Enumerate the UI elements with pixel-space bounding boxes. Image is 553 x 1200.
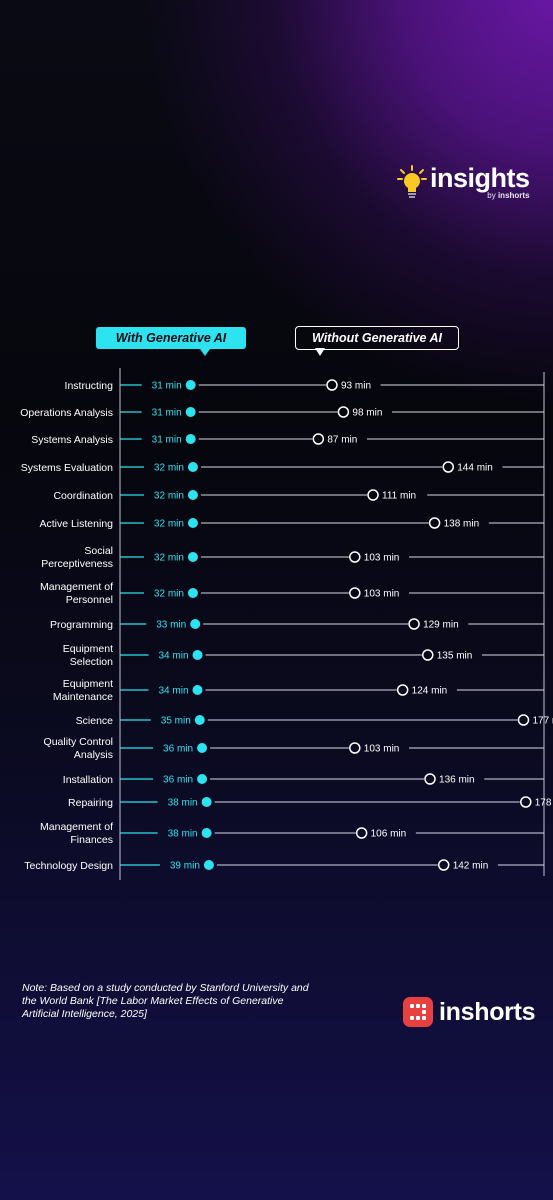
with-ai-value: 39 min [170,861,200,872]
with-ai-dot [192,650,203,660]
insights-wordmark: insights [430,163,530,193]
with-ai-dot [197,743,208,753]
with-ai-dot [185,407,196,417]
without-ai-value: 135 min [437,651,473,662]
with-ai-dot [190,619,201,629]
with-ai-dot [185,380,196,390]
inshorts-wordmark: inshorts [439,997,536,1026]
without-ai-dot [424,773,436,785]
without-ai-dot [442,461,455,473]
with-ai-value: 32 min [154,519,184,530]
category-label: Social Perceptiveness [41,545,113,570]
source-note: Note: Based on a study conducted by Stan… [22,982,309,1020]
with-ai-value: 36 min [163,775,193,786]
without-ai-dot [437,859,450,871]
with-ai-dot [187,462,198,472]
without-ai-dot [421,649,434,661]
chart: Instructing 31 min 93 min Operations Analys… [20,348,553,880]
category-label: Coordination [53,490,113,502]
with-ai-dot [187,518,198,528]
without-ai-dot [428,517,441,529]
without-ai-dot [312,433,325,445]
without-ai-value: 106 min [371,829,407,840]
category-label: Technology Design [24,860,113,872]
with-ai-dot [201,797,212,807]
lightbulb-icon [396,164,428,200]
without-ai-value: 177 min [532,716,553,727]
with-ai-value: 31 min [152,435,182,446]
without-ai-value: 178 min [535,798,553,809]
category-label: Programming [50,619,113,631]
with-ai-dot [203,860,214,870]
without-ai-dot [408,618,420,630]
without-ai-value: 144 min [457,463,493,474]
without-ai-value: 129 min [423,620,459,631]
without-ai-value: 93 min [341,381,371,392]
with-ai-value: 33 min [156,620,186,631]
with-ai-dot [192,685,203,695]
with-ai-dot [187,552,198,562]
with-ai-value: 32 min [154,589,184,600]
with-ai-dot [197,774,208,784]
insights-byline: by inshorts [487,191,530,200]
with-ai-dot [194,715,205,725]
without-ai-value: 103 min [364,553,400,564]
category-label: Active Listening [39,518,113,530]
inshorts-logo: inshorts [403,997,536,1027]
with-ai-value: 38 min [168,798,198,809]
without-ai-value: 87 min [327,435,357,446]
without-ai-value: 142 min [453,861,489,872]
without-ai-dot [337,406,350,418]
without-ai-dot [349,551,361,563]
with-ai-value: 31 min [152,408,182,419]
legend-without-pointer [315,348,325,356]
with-ai-value: 32 min [154,463,184,474]
without-ai-value: 124 min [412,686,448,697]
without-ai-value: 136 min [439,775,475,786]
category-label: Management of Personnel [40,581,113,606]
category-label: Repairing [68,797,113,809]
legend-with-pointer [200,349,210,356]
category-label: Instructing [65,380,114,392]
legend-with-ai: With Generative AI [96,327,246,349]
category-label: Quality Control Analysis [44,736,113,761]
without-ai-value: 111 min [382,491,416,502]
category-label: Science [76,715,114,727]
without-ai-dot [367,489,379,501]
without-ai-dot [326,379,338,391]
with-ai-dot [187,490,198,500]
with-ai-dot [187,588,198,598]
without-ai-value: 103 min [364,589,400,600]
with-ai-dot [201,828,212,838]
without-ai-dot [517,714,530,726]
without-ai-dot [349,742,361,754]
without-ai-value: 138 min [444,519,480,530]
legend-without-ai: Without Generative AI [295,326,459,350]
with-ai-value: 38 min [168,829,198,840]
with-ai-value: 32 min [154,553,184,564]
without-ai-dot [520,796,532,808]
with-ai-dot [185,434,196,444]
category-label: Equipment Maintenance [53,678,113,703]
without-ai-dot [355,827,368,839]
without-ai-value: 103 min [364,744,400,755]
category-label: Equipment Selection [63,643,113,668]
category-label: Systems Evaluation [21,462,113,474]
without-ai-value: 98 min [352,408,382,419]
with-ai-value: 31 min [152,381,182,392]
with-ai-value: 35 min [161,716,191,727]
with-ai-value: 34 min [158,651,188,662]
with-ai-value: 36 min [163,744,193,755]
category-label: Management of Finances [40,821,113,846]
category-label: Operations Analysis [20,407,113,419]
with-ai-value: 34 min [158,686,188,697]
category-label: Systems Analysis [31,434,113,446]
insights-logo: insights by inshorts [396,164,530,200]
without-ai-dot [349,587,361,599]
category-label: Installation [63,774,113,786]
without-ai-dot [396,684,409,696]
inshorts-icon [403,997,433,1027]
with-ai-value: 32 min [154,491,184,502]
